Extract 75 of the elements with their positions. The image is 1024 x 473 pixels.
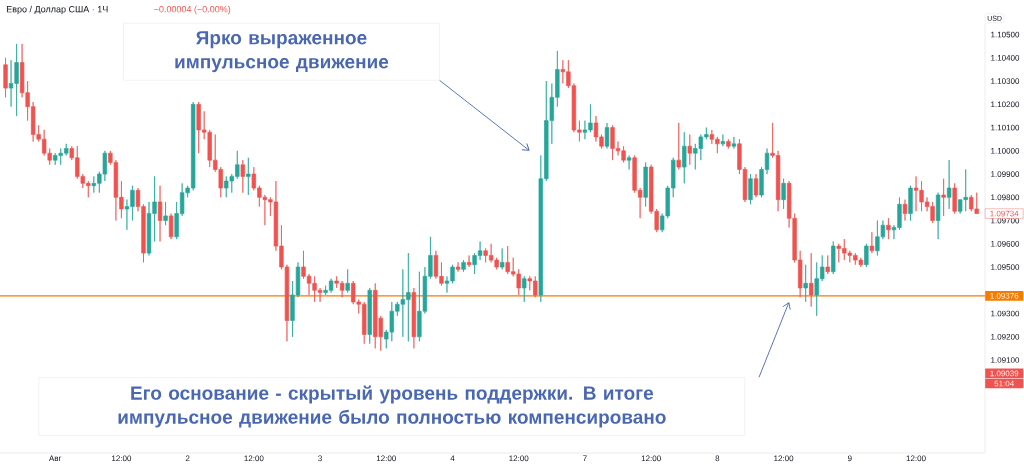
y-tick-label: 1.09500: [991, 264, 1020, 270]
candlestick: [461, 259, 466, 273]
candlestick: [753, 173, 759, 198]
chart-subtitle: −0.00004 (−0.00%): [154, 5, 231, 15]
y-tick-label: 1.10100: [991, 124, 1020, 131]
candlestick: [455, 262, 461, 273]
text: 1.09039: [990, 370, 1019, 377]
candlestick: [367, 287, 372, 345]
x-tick-label: 3: [318, 455, 322, 462]
x-tick-label: 8: [715, 455, 720, 462]
candlestick: [748, 173, 753, 205]
x-tick-label: 12:00: [906, 455, 926, 462]
candlestick: [825, 255, 830, 275]
x-tick-label: 12:00: [509, 455, 529, 462]
y-tick-label: 1.09300: [991, 310, 1020, 317]
candlestick: [803, 264, 808, 303]
candlestick: [643, 162, 648, 207]
candlestick: [864, 243, 869, 268]
x-tick-label: 2: [185, 455, 190, 462]
x-tick-label: 12:00: [112, 455, 132, 462]
ref-line-label: 1.09376: [990, 293, 1019, 299]
candlestick: [886, 217, 891, 240]
x-tick-label: 7: [583, 455, 587, 462]
y-tick-label: 1.10000: [991, 148, 1020, 154]
candlestick: [902, 199, 908, 221]
x-tick-label: 4: [450, 455, 455, 462]
candlestick: [345, 269, 350, 293]
y-tick-label: 1.10500: [991, 31, 1020, 38]
candlestick: [941, 178, 946, 217]
y-tick-label: 1.09200: [991, 333, 1020, 340]
candlestick: [522, 275, 527, 303]
candlestick: [604, 122, 610, 149]
y-tick-label: 1.09600: [991, 240, 1020, 247]
x-tick-label: 9: [847, 455, 852, 462]
candlestick: [726, 138, 731, 149]
y-tick-label: 1.09700: [991, 217, 1020, 224]
candlestick: [466, 255, 472, 268]
chart-title: Евро / Доллар США · 1Ч: [6, 5, 108, 15]
candlestick: [682, 131, 687, 184]
candlestick: [3, 57, 8, 98]
text: 51:04: [994, 380, 1014, 387]
candlestick: [935, 192, 941, 240]
y-tick-label: 1.09100: [991, 357, 1020, 363]
candlestick: [676, 122, 681, 170]
candlestick: [720, 134, 726, 147]
candlestick: [163, 201, 168, 226]
candlestick: [687, 134, 692, 166]
candlestick: [781, 178, 786, 210]
candlestick: [908, 185, 913, 221]
y-tick-label: 1.10200: [991, 101, 1020, 108]
candlestick: [626, 155, 632, 170]
x-tick-label: 12:00: [376, 455, 396, 462]
candlestick: [946, 159, 952, 210]
candlestick: [168, 213, 174, 240]
candlestick: [157, 185, 163, 242]
candlestick: [246, 157, 251, 196]
candlestick: [499, 248, 505, 270]
candlestick: [809, 252, 814, 307]
x-tick-label: 12:00: [641, 455, 661, 462]
annotation: Его основание - скрытый уровень поддержки. В итоге импульсное движение было полностью компенсировано: [118, 385, 666, 428]
text: 1.09734: [990, 210, 1019, 217]
candlestick: [411, 287, 417, 349]
y-tick-label: 1.09800: [991, 194, 1020, 201]
y-tick-label: 1.09900: [991, 171, 1020, 177]
y-tick-label: 1.10300: [991, 78, 1020, 84]
candlestick: [869, 231, 875, 254]
candlestick: [831, 241, 836, 275]
x-tick-label: 12:00: [774, 455, 794, 462]
candlestick: [952, 183, 957, 214]
candlestick: [731, 136, 737, 149]
y-tick-label: 1.10400: [991, 55, 1020, 61]
x-tick-label: 12:00: [244, 455, 264, 462]
annotation: Ярко выраженное импульсное движение: [175, 31, 389, 73]
x-tick-label: Авг: [48, 455, 62, 462]
candlestick: [240, 159, 245, 194]
